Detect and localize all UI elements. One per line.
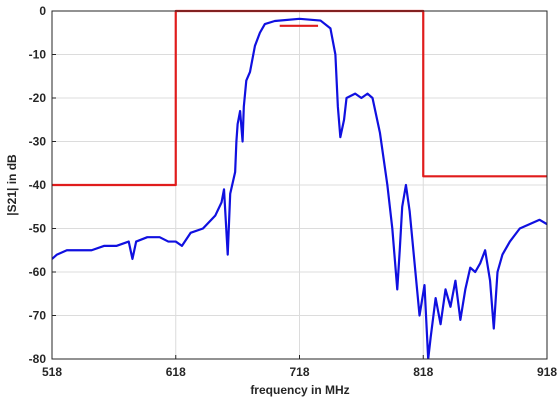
- y-tick-label: -70: [29, 309, 47, 323]
- x-axis-label: frequency in MHz: [250, 383, 349, 397]
- y-tick-label: -60: [29, 265, 47, 279]
- plot-frame: [51, 10, 548, 360]
- y-tick-label: -50: [29, 222, 47, 236]
- y-tick-label: -20: [29, 91, 47, 105]
- y-tick-label: 0: [39, 4, 46, 18]
- y-tick-label: -10: [29, 48, 47, 62]
- x-tick-label: 818: [413, 365, 433, 379]
- y-tick-label: -80: [29, 352, 47, 366]
- series-line: [52, 17, 547, 359]
- y-tick-label: -30: [29, 135, 47, 149]
- x-tick-label: 918: [537, 365, 557, 379]
- x-tick-label: 718: [289, 365, 309, 379]
- x-tick-label: 618: [166, 365, 186, 379]
- y-axis-label: |S21| in dB: [5, 154, 19, 216]
- y-tick-label: -40: [29, 178, 47, 192]
- x-tick-label: 518: [42, 365, 62, 379]
